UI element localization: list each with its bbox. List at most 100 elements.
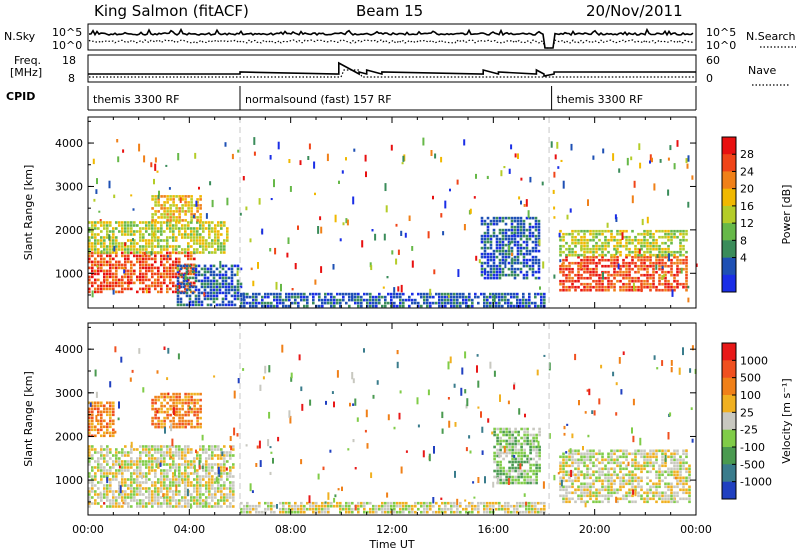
heatmap-cell: [613, 470, 616, 474]
heatmap-cell: [520, 448, 523, 452]
heatmap-cell: [184, 254, 187, 258]
heatmap-cell: [160, 257, 163, 261]
heatmap-cell: [592, 155, 595, 160]
heatmap-cell: [574, 238, 577, 242]
heatmap-cell: [614, 214, 617, 220]
heatmap-cell: [589, 476, 592, 480]
heatmap-cell: [194, 303, 198, 307]
heatmap-cell: [312, 504, 315, 508]
heatmap-cell: [157, 245, 160, 248]
heatmap-cell: [610, 282, 613, 286]
heatmap-cell: [184, 392, 187, 396]
heatmap-cell: [252, 301, 255, 305]
heatmap-cell: [148, 224, 151, 227]
heatmap-cell: [291, 288, 294, 291]
heatmap-cell: [242, 292, 245, 301]
heatmap-cell: [312, 501, 315, 505]
heatmap-cell: [179, 267, 183, 271]
heatmap-cell: [595, 235, 598, 239]
heatmap-cell: [658, 229, 661, 233]
heatmap-cell: [519, 252, 523, 256]
heatmap-cell: [208, 242, 211, 245]
heatmap-cell: [559, 464, 562, 468]
heatmap-cell: [187, 419, 190, 423]
heatmap-cell: [175, 499, 178, 502]
heatmap-cell: [634, 449, 637, 453]
heatmap-cell: [640, 467, 643, 471]
heatmap-cell: [507, 252, 511, 256]
heatmap-cell: [540, 304, 543, 308]
heatmap-cell: [196, 419, 199, 423]
heatmap-cell: [118, 451, 121, 454]
heatmap-cell: [529, 445, 532, 449]
heatmap-cell: [527, 210, 530, 219]
heatmap-cell: [285, 501, 288, 505]
heatmap-cell: [601, 288, 604, 292]
heatmap-cell: [526, 433, 529, 437]
heatmap-cell: [290, 376, 293, 382]
heatmap-cell: [534, 240, 538, 244]
heatmap-cell: [178, 490, 181, 493]
heatmap-cell: [303, 510, 306, 514]
heatmap-cell: [586, 264, 589, 268]
heatmap-cell: [163, 210, 166, 213]
heatmap-cell: [598, 276, 601, 280]
heatmap-cell: [201, 434, 204, 441]
heatmap-cell: [197, 270, 201, 274]
heatmap-cell: [273, 179, 275, 188]
heatmap-cell: [580, 241, 583, 245]
heatmap-cell: [112, 236, 115, 239]
heatmap-cell: [109, 448, 112, 451]
heatmap-cell: [592, 455, 595, 459]
heatmap-cell: [232, 493, 235, 496]
heatmap-cell: [190, 496, 193, 499]
heatmap-cell: [182, 279, 186, 283]
heatmap-cell: [285, 510, 288, 514]
heatmap-cell: [279, 298, 282, 302]
heatmap-cell: [520, 442, 523, 446]
heatmap-cell: [211, 481, 214, 484]
heatmap-cell: [613, 264, 616, 268]
heatmap-cell: [417, 501, 420, 505]
heatmap-cell: [184, 230, 187, 233]
heatmap-cell: [106, 284, 109, 288]
heatmap-cell: [209, 264, 213, 268]
heatmap-cell: [640, 238, 643, 242]
heatmap-cell: [145, 475, 148, 478]
heatmap-cell: [221, 264, 225, 268]
heatmap-cell: [673, 455, 676, 459]
heatmap-cell: [142, 445, 145, 448]
heatmap-cell: [112, 257, 115, 261]
heatmap-cell: [592, 473, 595, 477]
heatmap-cell: [507, 234, 511, 238]
heatmap-cell: [154, 198, 157, 201]
heatmap-cell: [504, 504, 507, 508]
heatmap-cell: [145, 242, 148, 245]
heatmap-cell: [369, 304, 372, 308]
heatmap-cell: [154, 407, 157, 411]
heatmap-cell: [217, 454, 220, 457]
heatmap-cell: [154, 398, 157, 402]
heatmap-cell: [130, 472, 133, 475]
heatmap-cell: [646, 267, 649, 271]
heatmap-cell: [166, 266, 169, 270]
heatmap-cell: [583, 264, 586, 268]
heatmap-cell: [682, 452, 685, 456]
heatmap-cell: [187, 201, 190, 204]
heatmap-cell: [685, 488, 688, 492]
heatmap-cell: [595, 229, 598, 233]
heatmap-cell: [121, 251, 124, 255]
heatmap-cell: [327, 301, 330, 305]
heatmap-cell: [493, 445, 496, 449]
heatmap-cell: [194, 264, 198, 268]
heatmap-cell: [523, 481, 526, 485]
heatmap-cell: [199, 195, 202, 198]
heatmap-cell: [548, 433, 551, 439]
heatmap-cell: [223, 463, 226, 466]
heatmap-cell: [169, 466, 172, 469]
heatmap-cell: [477, 301, 480, 305]
heatmap-cell: [178, 407, 181, 411]
heatmap-cell: [508, 451, 511, 455]
heatmap-cell: [423, 298, 426, 302]
